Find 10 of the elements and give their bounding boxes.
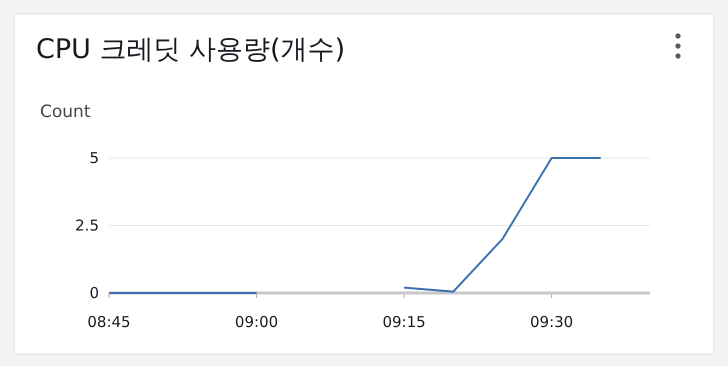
y-axis-title: Count (40, 102, 91, 122)
y-tick-label: 5 (89, 149, 99, 167)
chart-title: CPU 크레딧 사용량(개수) (36, 34, 346, 65)
x-tick-label: 09:30 (530, 313, 574, 331)
y-tick-label: 0 (89, 284, 99, 302)
x-tick-label: 09:00 (234, 313, 278, 331)
x-tick-label: 08:45 (87, 313, 131, 331)
line-series (403, 157, 602, 293)
y-tick-label: 2.5 (75, 216, 99, 234)
x-tick-label: 09:15 (382, 313, 426, 331)
